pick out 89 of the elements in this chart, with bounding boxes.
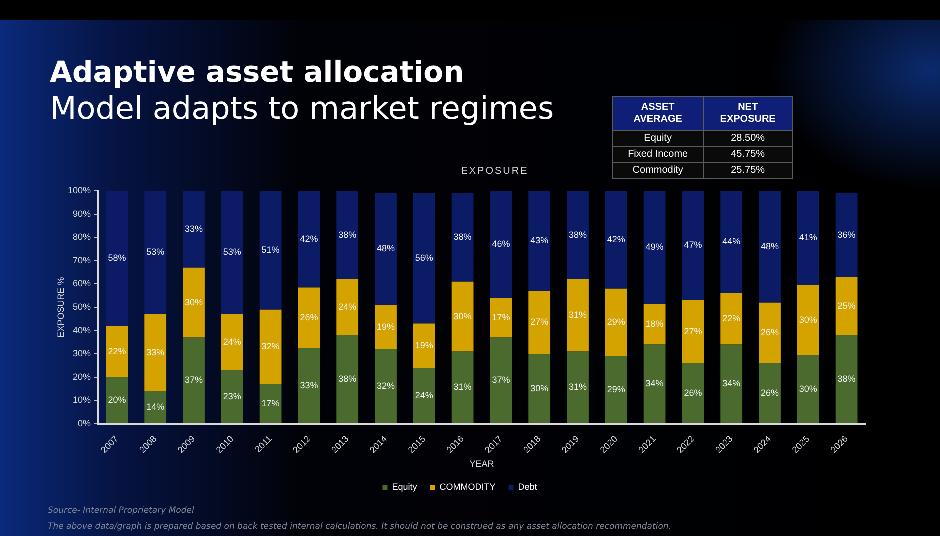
- data-label: 48%: [760, 241, 780, 252]
- data-label: 24%: [223, 336, 242, 347]
- data-label: 42%: [300, 234, 318, 244]
- data-label: 26%: [760, 388, 780, 398]
- data-label: 30%: [530, 383, 549, 394]
- data-label: 47%: [684, 240, 702, 250]
- y-axis-title: EXPOSURE %: [56, 277, 66, 338]
- data-label: 42%: [607, 234, 626, 244]
- y-tick-label: 20%: [72, 372, 91, 382]
- data-label: 31%: [568, 382, 588, 392]
- source-note: Source- Internal Proprietary Model: [48, 506, 194, 516]
- chart-title: Adaptive asset allocation: [50, 55, 464, 89]
- data-label: 26%: [300, 312, 318, 322]
- data-label: 37%: [184, 375, 204, 386]
- y-tick-label: 40%: [72, 325, 91, 336]
- data-label: 29%: [607, 384, 626, 394]
- data-label: 58%: [108, 253, 126, 264]
- legend-label: Debt: [518, 482, 538, 492]
- text: The above data/graph is prepared based on back tested internal calculations. It should not be construed as any asset allocation recommendation.: [48, 522, 672, 532]
- y-tick-label: 80%: [72, 232, 91, 242]
- data-label: 34%: [646, 378, 664, 389]
- data-label: 29%: [607, 317, 626, 328]
- data-label: 32%: [376, 380, 396, 391]
- data-label: 44%: [722, 236, 741, 247]
- data-label: 23%: [223, 391, 242, 402]
- data-label: 46%: [492, 239, 510, 250]
- text: Commodity: [612, 162, 704, 178]
- data-label: 30%: [184, 297, 204, 308]
- data-label: 43%: [530, 236, 549, 246]
- x-axis-title: YEAR: [470, 459, 495, 470]
- data-label: 53%: [146, 247, 165, 258]
- data-label: 56%: [415, 253, 434, 264]
- data-label: 33%: [300, 380, 318, 390]
- data-label: 38%: [338, 230, 357, 240]
- data-label: 19%: [415, 340, 434, 350]
- text: 25.75%: [704, 162, 792, 178]
- y-tick-label: 50%: [72, 302, 91, 312]
- y-tick-label: 60%: [72, 278, 91, 289]
- data-label: 31%: [454, 382, 472, 392]
- data-label: 24%: [415, 390, 434, 400]
- text: NET EXPOSURE: [719, 102, 777, 126]
- chart-subtitle: Model adapts to market regimes: [50, 91, 554, 127]
- data-label: 38%: [338, 374, 357, 384]
- y-tick-label: 70%: [72, 255, 91, 266]
- data-label: 38%: [838, 374, 856, 384]
- legend-label: Equity: [392, 482, 418, 492]
- data-label: 22%: [108, 346, 126, 356]
- data-label: 20%: [108, 394, 126, 405]
- data-label: 33%: [146, 347, 165, 358]
- text: 45.75%: [704, 146, 792, 162]
- data-label: 30%: [799, 384, 818, 394]
- data-label: 30%: [799, 314, 818, 325]
- data-label: 17%: [262, 398, 280, 408]
- data-label: 30%: [454, 311, 472, 322]
- data-label: 22%: [722, 314, 741, 324]
- y-tick-label: 90%: [72, 208, 91, 219]
- data-label: 24%: [338, 302, 357, 312]
- data-label: 37%: [492, 375, 510, 386]
- data-label: 36%: [838, 230, 856, 240]
- data-label: 31%: [568, 310, 588, 320]
- text: Fixed Income: [612, 146, 704, 162]
- data-label: 27%: [530, 317, 549, 328]
- data-label: 26%: [684, 388, 702, 398]
- data-label: 33%: [184, 224, 204, 234]
- data-label: 53%: [223, 247, 242, 258]
- y-tick-label: 100%: [68, 185, 91, 196]
- data-label: 32%: [262, 342, 280, 352]
- data-label: 26%: [760, 328, 780, 338]
- data-label: 14%: [146, 402, 165, 412]
- data-label: 49%: [646, 242, 664, 252]
- data-label: 17%: [492, 312, 510, 322]
- text: ASSET AVERAGE: [632, 102, 684, 126]
- y-tick-label: 30%: [72, 348, 91, 359]
- data-label: 18%: [646, 318, 664, 329]
- data-label: 48%: [376, 244, 396, 254]
- legend-label: COMMODITY: [440, 482, 496, 492]
- data-label: 34%: [722, 378, 741, 389]
- data-label: 38%: [454, 232, 472, 242]
- data-label: 27%: [684, 326, 702, 336]
- y-tick-label: 10%: [72, 395, 91, 406]
- text: Equity: [612, 130, 704, 146]
- data-label: 51%: [262, 244, 280, 255]
- text: EXPOSURE: [460, 166, 530, 177]
- text: 28.50%: [704, 130, 792, 146]
- data-label: 41%: [799, 232, 818, 243]
- y-tick-label: 0%: [78, 418, 91, 428]
- data-label: 25%: [838, 300, 856, 311]
- data-label: 38%: [568, 230, 588, 240]
- data-label: 19%: [376, 322, 396, 332]
